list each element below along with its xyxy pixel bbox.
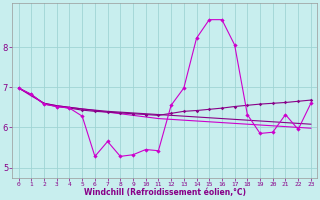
X-axis label: Windchill (Refroidissement éolien,°C): Windchill (Refroidissement éolien,°C) (84, 188, 246, 197)
